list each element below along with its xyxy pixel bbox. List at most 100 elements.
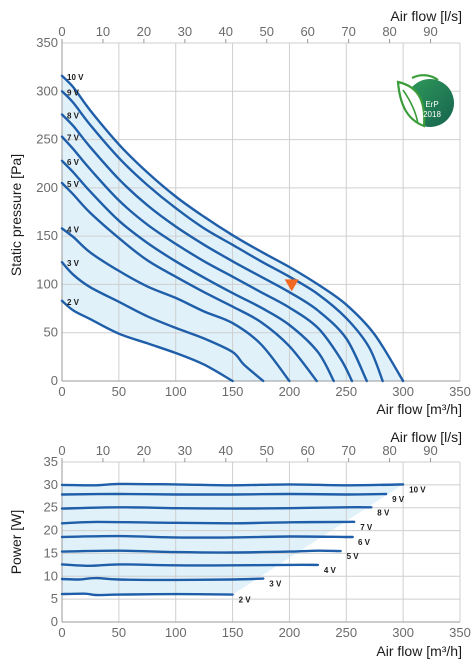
- x-tick-label: 350: [449, 625, 471, 640]
- x2-tick-label: 50: [259, 443, 273, 458]
- x-tick-label: 0: [58, 384, 65, 399]
- series-label-10v: 10 V: [67, 73, 84, 82]
- x-tick-label: 100: [165, 384, 187, 399]
- y-tick-label: 20: [44, 523, 58, 538]
- series-line-4v: [60, 227, 291, 383]
- x-tick-label: 300: [392, 625, 414, 640]
- series-line-4v: [60, 563, 320, 568]
- power-y-ticks: 0 5 10 15 20 25 30 35: [44, 454, 58, 629]
- badge-text-year: 2018: [423, 110, 441, 119]
- erp-2018-badge: ErP 2018: [396, 74, 454, 128]
- series-label-6v: 6 V: [67, 158, 80, 167]
- series-line-9v: [60, 90, 384, 383]
- series-line-8v: [60, 113, 368, 383]
- series-line-7v: [60, 135, 354, 383]
- series-label-8v: 8 V: [67, 111, 80, 120]
- series-label-5v: 5 V: [67, 180, 80, 189]
- y-tick-label: 35: [44, 454, 58, 469]
- series-label-2v: 2 V: [67, 298, 80, 307]
- badge-text-erp: ErP: [425, 100, 438, 109]
- x2-tick-label: 40: [219, 443, 233, 458]
- x2-tick-label: 80: [382, 443, 396, 458]
- series-label-9v: 9 V: [392, 495, 405, 504]
- series-label-6v: 6 V: [358, 538, 371, 547]
- x-tick-label: 150: [222, 625, 244, 640]
- x2-tick-label: 20: [137, 24, 151, 39]
- series-label-8v: 8 V: [377, 508, 390, 517]
- x-tick-label: 50: [112, 625, 126, 640]
- y-tick-label: 0: [51, 614, 58, 629]
- series-line-6v: [60, 159, 335, 383]
- x-tick-label: 250: [335, 384, 357, 399]
- y-tick-label: 100: [36, 276, 58, 291]
- pressure-y-axis-title: Static pressure [Pa]: [8, 154, 24, 276]
- pressure-voltage-labels: 2 V 3 V 4 V 5 V 6 V 7 V 8 V 9 V 10 V: [67, 73, 84, 307]
- x2-tick-label: 10: [96, 443, 110, 458]
- x-tick-label: 350: [449, 384, 471, 399]
- x-tick-label: 300: [392, 384, 414, 399]
- power-x2-axis-title: Air flow [l/s]: [390, 429, 462, 445]
- series-line-10v: [60, 482, 405, 487]
- power-x-ticks: 0 50 100 150 200 250 300 350: [58, 625, 470, 640]
- pressure-curves: [60, 74, 405, 383]
- series-label-5v: 5 V: [347, 552, 360, 561]
- x2-tick-label: 70: [341, 443, 355, 458]
- operating-range-fill: [62, 75, 404, 382]
- series-label-9v: 9 V: [67, 88, 80, 97]
- y-tick-label: 250: [36, 132, 58, 147]
- series-line-10v: [60, 74, 405, 383]
- y-tick-label: 350: [36, 35, 58, 50]
- x-tick-label: 100: [165, 625, 187, 640]
- x-tick-label: 250: [335, 625, 357, 640]
- x-tick-label: 200: [279, 625, 301, 640]
- power-chart: 0 50 100 150 200 250 300 350 0 10 20 30 40 50 60 70 80 9…: [8, 429, 471, 659]
- x2-tick-label: 30: [178, 443, 192, 458]
- y-tick-label: 0: [51, 373, 58, 388]
- series-line-3v: [60, 261, 265, 383]
- x2-tick-label: 0: [58, 443, 65, 458]
- series-label-4v: 4 V: [324, 566, 337, 575]
- x2-tick-label: 0: [58, 24, 65, 39]
- x-tick-label: 200: [279, 384, 301, 399]
- series-label-2v: 2 V: [239, 596, 252, 605]
- pressure-chart: 0 50 100 150 200 250 300 350 0 10 20 30 40 50 60 70 80 9…: [8, 8, 471, 417]
- series-label-10v: 10 V: [409, 485, 426, 494]
- series-label-4v: 4 V: [67, 225, 80, 234]
- series-line-8v: [60, 506, 373, 510]
- series-line-3v: [60, 576, 265, 582]
- series-line-5v: [60, 181, 318, 383]
- leaf-tip: [411, 74, 439, 81]
- y-tick-label: 300: [36, 83, 58, 98]
- x-tick-label: 150: [222, 384, 244, 399]
- y-tick-label: 15: [44, 545, 58, 560]
- x2-tick-label: 50: [259, 24, 273, 39]
- y-tick-label: 150: [36, 228, 58, 243]
- x2-tick-label: 60: [300, 24, 314, 39]
- x2-tick-label: 20: [137, 443, 151, 458]
- pressure-x2-axis-title: Air flow [l/s]: [390, 8, 462, 24]
- power-y-axis-title: Power [W]: [8, 510, 24, 575]
- pressure-x-ticks: 0 50 100 150 200 250 300 350: [58, 384, 470, 399]
- series-line-2v: [60, 592, 234, 597]
- power-voltage-labels: 2 V 3 V 4 V 5 V 6 V 7 V 8 V9 V 10 V: [239, 485, 427, 604]
- y-tick-label: 10: [44, 568, 58, 583]
- y-tick-label: 25: [44, 500, 58, 515]
- x-tick-label: 50: [112, 384, 126, 399]
- y-tick-label: 5: [51, 591, 58, 606]
- x2-tick-label: 10: [96, 24, 110, 39]
- x2-tick-label: 90: [423, 24, 437, 39]
- leaf-stem: [402, 89, 419, 125]
- x2-tick-label: 90: [423, 443, 437, 458]
- series-line-5v: [60, 549, 342, 554]
- series-label-7v: 7 V: [67, 134, 80, 143]
- x2-tick-label: 80: [382, 24, 396, 39]
- x2-tick-label: 30: [178, 24, 192, 39]
- y-tick-label: 50: [44, 325, 58, 340]
- series-line-9v: [60, 492, 388, 496]
- x-tick-label: 0: [58, 625, 65, 640]
- operating-point-marker: [284, 279, 299, 292]
- pressure-y-ticks: 0 50 100 150 200 250 300 350: [36, 35, 58, 388]
- series-line-6v: [60, 534, 354, 539]
